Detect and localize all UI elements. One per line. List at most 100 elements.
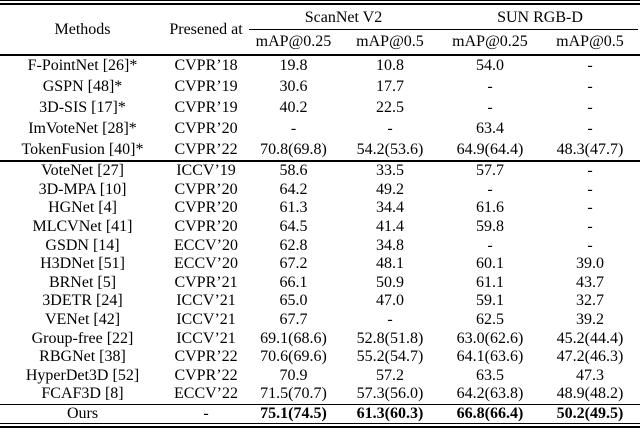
venue-cell: ECCV’20: [174, 236, 238, 254]
sunrgbd-map50-cell: 47.2(46.3): [556, 348, 624, 366]
venue-cell: ICCV’19: [176, 162, 236, 180]
sunrgbd-map50-cell: -: [587, 98, 593, 116]
venue-cell: ICCV’21: [176, 311, 236, 329]
sunrgbd-map50-cell: 47.3: [576, 366, 604, 384]
table-row: HGNet [4] CVPR’20 61.3 34.4 61.6 -: [0, 199, 640, 218]
ours-separator-rule: [0, 403, 640, 405]
scannet-map50-cell: 10.8: [376, 57, 404, 75]
method-cell: VENet [42]: [44, 311, 121, 329]
table-row: MLCVNet [41] CVPR’20 64.5 41.4 59.8 -: [0, 218, 640, 237]
sunrgbd-map25-cell: 60.1: [476, 255, 504, 273]
sunrgbd-map25-cell: -: [487, 78, 493, 96]
venue-cell: CVPR’19: [174, 98, 238, 116]
method-cell: H3DNet [51]: [40, 255, 125, 273]
bottom-double-rule: [0, 423, 640, 429]
table-row: 3DETR [24] ICCV’21 65.0 47.0 59.1 32.7: [0, 292, 640, 311]
sunrgbd-map50-cell: -: [587, 180, 593, 198]
scannet-map25-cell: 75.1(74.5): [260, 404, 327, 422]
table-block-ours: Ours - 75.1(74.5) 61.3(60.3) 66.8(66.4) …: [0, 405, 640, 423]
sunrgbd-map50-cell: -: [587, 199, 593, 217]
sunrgbd-map25-cell: 64.2(63.8): [456, 385, 524, 403]
venue-cell: CVPR’21: [174, 273, 238, 291]
table-row: RBGNet [38] CVPR’22 70.6(69.6) 55.2(54.7…: [0, 348, 640, 367]
venue-cell: CVPR’22: [174, 140, 238, 158]
method-cell: 3D-MPA [10]: [38, 180, 127, 198]
method-cell: 3DETR [24]: [42, 292, 123, 310]
scannet-map50-cell: 52.8(51.8): [356, 329, 424, 347]
table-row: H3DNet [51] ECCV’20 67.2 48.1 60.1 39.0: [0, 255, 640, 274]
scannet-map50-cell: 34.8: [376, 236, 404, 254]
venue-cell: CVPR’22: [174, 348, 238, 366]
scannet-map25-cell: 62.8: [279, 236, 308, 254]
sunrgbd-map50-cell: 39.0: [576, 255, 604, 273]
scannet-map50-cell: 50.9: [376, 273, 404, 291]
scannet-map25-cell: 67.7: [279, 311, 308, 329]
scannet-map25-cell: 30.6: [279, 78, 308, 96]
group-header-midrule: [249, 29, 638, 30]
sunrgbd-map25-cell: 59.8: [476, 218, 504, 236]
scannet-map25-cell: 19.8: [279, 57, 308, 75]
method-cell: RBGNet [38]: [39, 348, 126, 366]
sunrgbd-map50-cell: -: [587, 119, 593, 137]
method-cell: FCAF3D [8]: [41, 385, 124, 403]
sunrgbd-map50-cell: 45.2(44.4): [556, 329, 624, 347]
scannet-map25-cell: 70.8(69.8): [260, 140, 327, 158]
sunrgbd-map50-cell: -: [587, 162, 593, 180]
block-separator-rule: [0, 159, 640, 162]
method-cell: MLCVNet [41]: [32, 218, 133, 236]
method-cell: GSPN [48]*: [42, 78, 123, 96]
scannet-map25-cell: 66.1: [279, 273, 308, 291]
method-cell: TokenFusion [40]*: [21, 140, 144, 158]
sunrgbd-map25-cell: 62.5: [476, 311, 504, 329]
sunrgbd-map50-cell: 48.3(47.7): [556, 140, 624, 158]
scannet-map50-cell: 48.1: [376, 255, 404, 273]
scannet-map50-cell: 33.5: [376, 162, 404, 180]
table-row: Ours - 75.1(74.5) 61.3(60.3) 66.8(66.4) …: [0, 405, 640, 423]
method-cell: VoteNet [27]: [41, 162, 124, 180]
sunrgbd-map25-cell: 63.0(62.6): [456, 329, 524, 347]
scannet-map25-cell: 70.6(69.6): [260, 348, 327, 366]
scannet-map25-cell: -: [290, 119, 297, 137]
header-bottom-rule: [0, 54, 640, 56]
method-cell: HGNet [4]: [48, 199, 117, 217]
venue-cell: CVPR’20: [174, 218, 238, 236]
table-row: 3D-MPA [10] CVPR’20 64.2 49.2 - -: [0, 181, 640, 200]
sunrgbd-map25-cell: -: [487, 180, 493, 198]
table-row: VENet [42] ICCV’21 67.7 - 62.5 39.2: [0, 311, 640, 330]
venue-cell: -: [203, 404, 209, 422]
sunrgbd-map25-cell: -: [487, 236, 493, 254]
sunrgbd-map25-cell: 59.1: [476, 292, 504, 310]
scannet-map25-cell: 65.0: [279, 292, 308, 310]
scannet-map50-cell: 54.2(53.6): [356, 140, 424, 158]
scannet-map25-cell: 71.5(70.7): [260, 385, 327, 403]
sunrgbd-map50-cell: 43.7: [576, 273, 604, 291]
venue-cell: ECCV’20: [174, 255, 238, 273]
table-block-starred-methods: F-PointNet [26]* CVPR’18 19.8 10.8 54.0 …: [0, 56, 640, 160]
venue-cell: ICCV’21: [176, 329, 236, 347]
venue-cell: ICCV’21: [176, 292, 236, 310]
sunrgbd-map25-cell: 64.9(64.4): [456, 140, 524, 158]
scannet-map25-cell: 69.1(68.6): [260, 329, 327, 347]
scannet-map50-cell: 55.2(54.7): [356, 348, 424, 366]
header-sunrgbd-map50: mAP@0.5: [556, 32, 624, 50]
venue-cell: CVPR’22: [174, 366, 238, 384]
scannet-map50-cell: 34.4: [376, 199, 404, 217]
sunrgbd-map25-cell: -: [487, 98, 493, 116]
scannet-map25-cell: 64.5: [279, 218, 308, 236]
sunrgbd-map25-cell: 57.7: [476, 162, 504, 180]
sunrgbd-map25-cell: 61.1: [476, 273, 504, 291]
sunrgbd-map50-cell: -: [587, 78, 593, 96]
sunrgbd-map50-cell: 48.9(48.2): [556, 385, 624, 403]
scannet-map50-cell: 17.7: [376, 78, 404, 96]
table-row: FCAF3D [8] ECCV’22 71.5(70.7) 57.3(56.0)…: [0, 385, 640, 404]
header-methods: Methods: [54, 21, 111, 38]
scannet-map50-cell: -: [387, 119, 393, 137]
scannet-map25-cell: 58.6: [279, 162, 308, 180]
sunrgbd-map50-cell: -: [587, 218, 593, 236]
sunrgbd-map25-cell: 63.5: [476, 366, 504, 384]
scannet-map50-cell: 22.5: [376, 98, 404, 116]
table-row: VoteNet [27] ICCV’19 58.6 33.5 57.7 -: [0, 162, 640, 181]
table-row: 3D-SIS [17]* CVPR’19 40.2 22.5 - -: [0, 98, 640, 119]
scannet-map25-cell: 61.3: [279, 199, 308, 217]
table-block-point-methods: VoteNet [27] ICCV’19 58.6 33.5 57.7 - 3D…: [0, 162, 640, 404]
